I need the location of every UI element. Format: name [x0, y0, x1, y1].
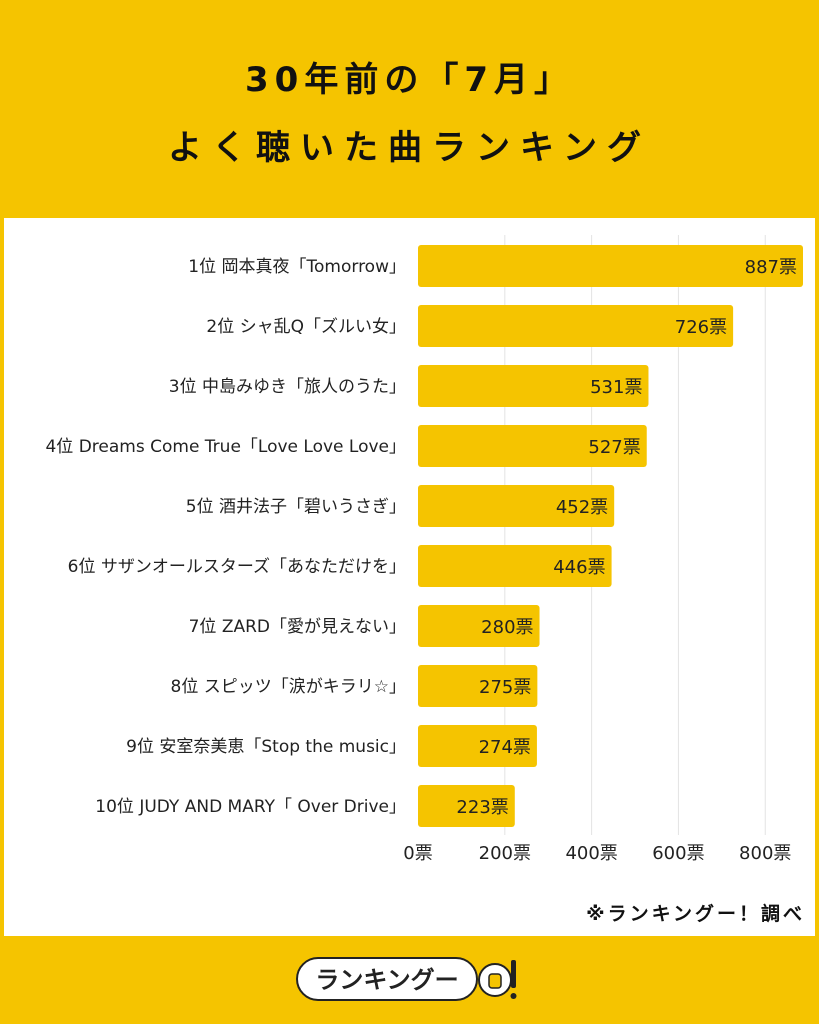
value-label-2: 726票 [675, 317, 727, 338]
brand-logo: ランキングー [0, 950, 819, 1010]
bar-10 [418, 785, 515, 827]
value-label-7: 280票 [481, 617, 533, 638]
category-label-8: 8位 スピッツ「涙がキラリ☆」 [171, 676, 406, 697]
logo-text: ランキングー [315, 966, 458, 994]
bar-3 [418, 365, 649, 407]
value-label-1: 887票 [745, 257, 797, 278]
bar-2 [418, 305, 734, 347]
chart-panel: 1位 岡本真夜「Tomorrow」 887票 2位 シャ乱Q「ズルい女」 726票 3位… [4, 218, 815, 936]
value-label-3: 531票 [590, 377, 642, 398]
bar-5 [418, 485, 615, 527]
category-label-2: 2位 シャ乱Q「ズルい女」 [206, 317, 406, 337]
logo-icon: ランキングー [295, 957, 516, 1001]
value-label-4: 527票 [588, 437, 640, 458]
category-label-10: 10位 JUDY AND MARY「 Over Drive」 [95, 797, 406, 817]
x-tick-label-600: 600票 [652, 843, 704, 864]
chart-title-line2: よく聴いた曲ランキング [168, 128, 651, 168]
category-label-9: 9位 安室奈美恵「Stop the music」 [126, 737, 406, 757]
bar-7 [418, 605, 540, 647]
x-tick-label-0: 0票 [403, 843, 432, 864]
value-label-10: 223票 [456, 797, 508, 818]
x-tick-label-800: 800票 [739, 843, 791, 864]
bar-9 [418, 725, 537, 767]
bar-4 [418, 425, 647, 467]
bar-chart: 1位 岡本真夜「Tomorrow」 887票 2位 シャ乱Q「ズルい女」 726票 3位… [45, 235, 803, 864]
value-label-8: 275票 [479, 677, 531, 698]
chart-title-line1: 30年前の「7月」 [245, 60, 574, 100]
value-label-6: 446票 [553, 557, 605, 578]
category-label-7: 7位 ZARD「愛が見えない」 [189, 617, 406, 637]
category-label-3: 3位 中島みゆき「旅人のうた」 [169, 377, 406, 397]
source-note: ※ランキングー！調べ [586, 903, 805, 925]
category-label-6: 6位 サザンオールスターズ「あなただけを」 [68, 557, 406, 577]
bar-8 [418, 665, 538, 707]
bar-6 [418, 545, 612, 587]
value-label-5: 452票 [556, 497, 608, 518]
x-tick-label-200: 200票 [479, 843, 531, 864]
value-label-9: 274票 [479, 737, 531, 758]
x-tick-label-400: 400票 [565, 843, 617, 864]
category-label-4: 4位 Dreams Come True「Love Love Love」 [45, 437, 406, 457]
bar-1 [418, 245, 803, 287]
category-label-5: 5位 酒井法子「碧いうさぎ」 [186, 497, 406, 517]
category-label-1: 1位 岡本真夜「Tomorrow」 [188, 257, 406, 277]
